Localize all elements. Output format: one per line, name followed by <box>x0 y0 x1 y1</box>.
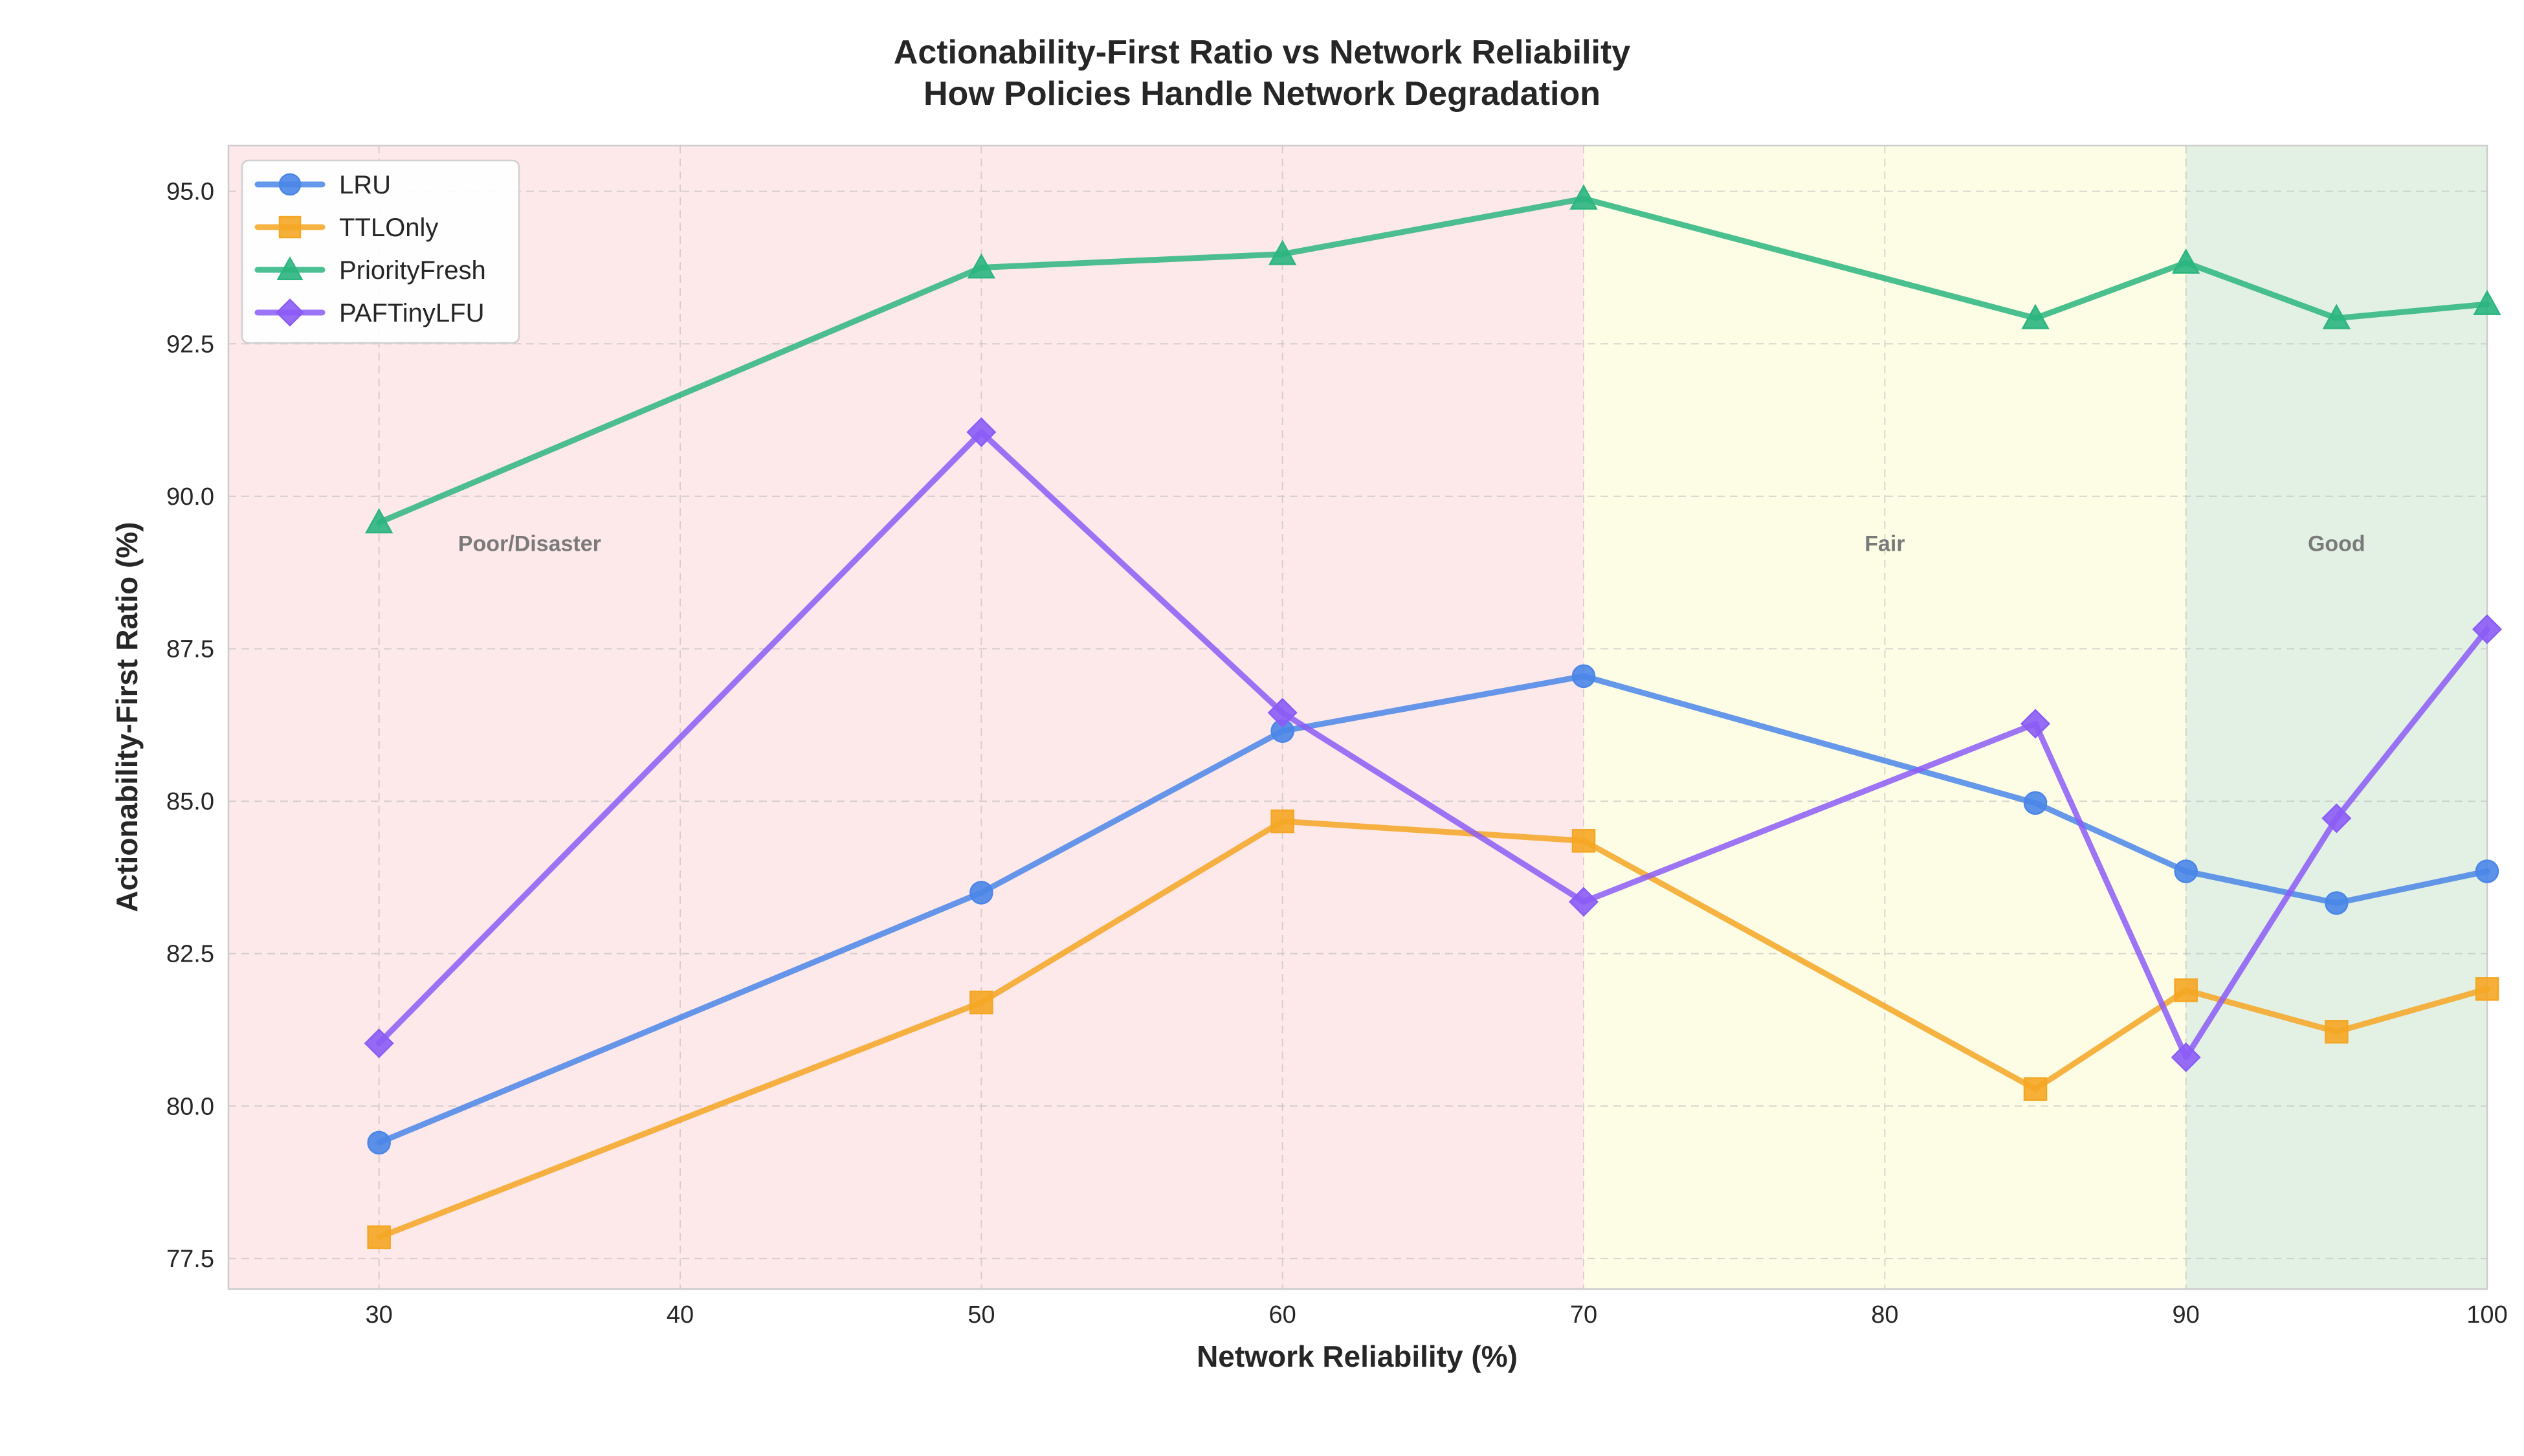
data-point-ttlonly <box>969 990 993 1015</box>
y-tick-label: 77.5 <box>166 1246 214 1273</box>
y-tick-label: 85.0 <box>166 788 214 815</box>
x-tick-label: 50 <box>968 1301 995 1329</box>
legend: LRU TTLOnly PriorityFresh PAFTinyLFU <box>241 159 520 344</box>
legend-label: TTLOnly <box>339 214 438 242</box>
data-point-priorityfresh <box>2021 303 2050 329</box>
legend-marker-lru <box>278 173 302 196</box>
data-point-priorityfresh <box>967 253 996 279</box>
data-point-lru <box>2023 791 2048 815</box>
data-point-lru <box>2325 891 2349 915</box>
x-tick-label: 80 <box>1871 1301 1898 1329</box>
data-point-paftinylfu <box>2171 1042 2201 1072</box>
data-point-lru <box>2475 859 2499 883</box>
zone-label-fair: Fair <box>1865 532 1905 557</box>
data-point-paftinylfu <box>2020 709 2051 739</box>
data-point-ttlonly <box>2475 977 2499 1001</box>
data-point-priorityfresh <box>2473 289 2501 315</box>
zone-label-poor-disaster: Poor/Disaster <box>458 532 601 557</box>
chart-title: Actionability-First Ratio vs Network Rel… <box>894 34 1631 71</box>
data-point-lru <box>1571 664 1596 689</box>
x-axis-label: Network Reliability (%) <box>1197 1340 1518 1373</box>
data-point-priorityfresh <box>364 508 393 534</box>
y-tick-label: 90.0 <box>166 483 214 511</box>
series-ttlonly <box>367 809 2499 1250</box>
data-point-priorityfresh <box>2322 303 2351 329</box>
data-point-ttlonly <box>367 1225 391 1250</box>
y-axis-ticks: 77.5 80.0 82.5 85.0 87.5 90.0 92.5 95.0 <box>166 179 214 1273</box>
legend-item-priorityfresh: PriorityFresh <box>254 256 486 285</box>
legend-label: PriorityFresh <box>339 256 486 285</box>
zone-label-good: Good <box>2308 532 2365 557</box>
data-point-ttlonly <box>1270 809 1294 833</box>
data-point-lru <box>367 1131 391 1155</box>
data-point-lru <box>969 881 993 905</box>
data-point-ttlonly <box>2325 1020 2349 1044</box>
legend-item-lru: LRU <box>254 171 391 199</box>
y-tick-label: 87.5 <box>166 635 214 663</box>
plot-frame <box>227 144 2488 1290</box>
x-tick-label: 60 <box>1269 1301 1296 1329</box>
data-point-lru <box>2174 859 2198 883</box>
series-line-lru <box>376 673 2490 1146</box>
data-point-paftinylfu <box>2472 614 2503 645</box>
zone-labels: Poor/Disaster Fair Good <box>458 532 2365 557</box>
series-priorityfresh <box>364 184 2501 534</box>
x-tick-label: 100 <box>2466 1301 2507 1329</box>
x-tick-label: 90 <box>2173 1301 2200 1329</box>
data-point-ttlonly <box>2174 978 2198 1002</box>
y-tick-label: 95.0 <box>166 179 214 206</box>
series-line-paftinylfu <box>376 429 2490 1061</box>
series-lru <box>367 664 2499 1155</box>
data-point-paftinylfu <box>364 1028 394 1059</box>
legend-item-ttlonly: TTLOnly <box>254 214 438 242</box>
data-point-priorityfresh <box>1268 239 1297 265</box>
data-point-paftinylfu <box>966 417 997 447</box>
legend-label: PAFTinyLFU <box>339 299 484 327</box>
data-point-paftinylfu <box>1568 887 1599 917</box>
y-axis-label: Actionability-First Ratio (%) <box>110 522 144 912</box>
x-axis-ticks: 30 40 50 60 70 80 90 100 <box>366 1301 2508 1329</box>
legend-item-paftinylfu: PAFTinyLFU <box>254 298 484 327</box>
legend-label: LRU <box>339 171 391 199</box>
legend-marker-paftinylfu <box>276 298 304 327</box>
x-tick-label: 40 <box>667 1301 694 1329</box>
series-line-ttlonly <box>376 818 2490 1241</box>
y-tick-label: 92.5 <box>166 331 214 358</box>
chart-subtitle: How Policies Handle Network Degradation <box>924 75 1600 113</box>
legend-marker-ttlonly <box>278 215 302 239</box>
data-point-priorityfresh <box>1569 184 1598 210</box>
y-tick-label: 82.5 <box>166 941 214 968</box>
data-point-ttlonly <box>1571 829 1596 853</box>
data-point-priorityfresh <box>2171 248 2200 274</box>
legend-box <box>241 159 520 344</box>
x-tick-label: 30 <box>366 1301 393 1329</box>
x-tick-label: 70 <box>1570 1301 1597 1329</box>
legend-marker-priorityfresh <box>276 256 304 280</box>
series-paftinylfu <box>364 417 2503 1072</box>
data-point-paftinylfu <box>1267 698 1298 728</box>
zone-good <box>2186 146 2487 1289</box>
y-tick-label: 80.0 <box>166 1093 214 1120</box>
series-line-priorityfresh <box>376 195 2490 525</box>
data-point-ttlonly <box>2023 1077 2048 1101</box>
series <box>364 184 2503 1250</box>
data-point-paftinylfu <box>2321 803 2352 833</box>
